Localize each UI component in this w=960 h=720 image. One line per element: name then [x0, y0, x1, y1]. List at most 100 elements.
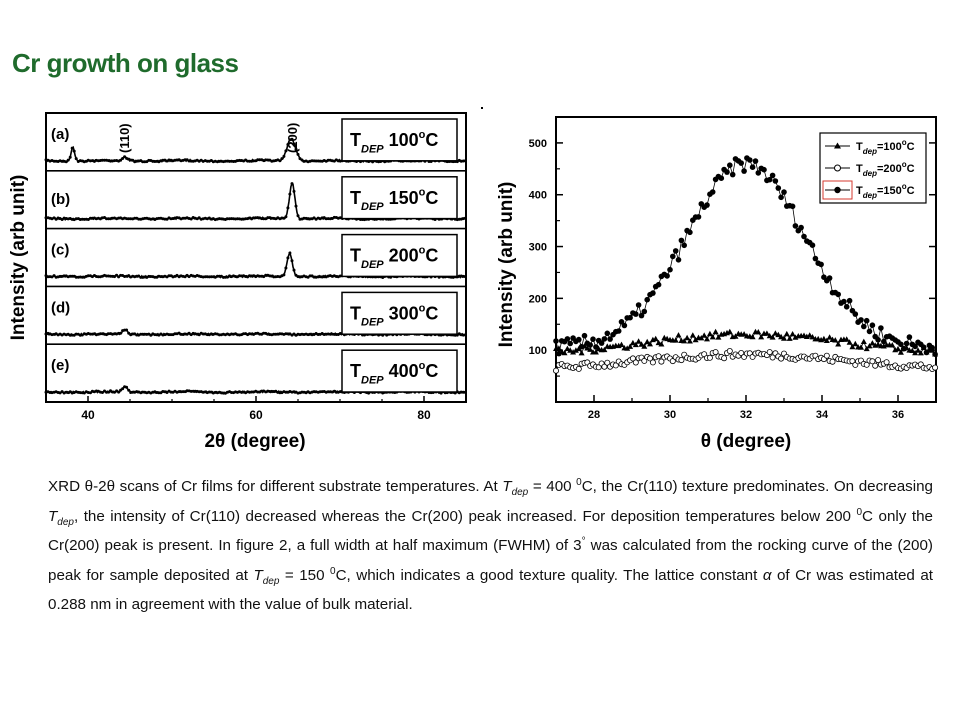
data-point — [875, 357, 882, 364]
data-point — [755, 329, 762, 335]
xrd-point — [463, 333, 467, 337]
xrd-point — [280, 157, 284, 161]
data-point — [706, 354, 713, 361]
xrd-point — [463, 159, 467, 163]
data-point — [727, 162, 733, 168]
data-point — [578, 350, 585, 356]
xrd-point — [284, 266, 288, 270]
data-point — [775, 331, 782, 338]
data-point — [863, 345, 870, 352]
data-point — [752, 158, 759, 164]
xrd-point — [284, 215, 288, 219]
data-point — [846, 297, 853, 304]
data-point — [898, 341, 904, 348]
legend-entry-200: Tdep=200oC — [856, 160, 915, 178]
data-point — [766, 349, 773, 356]
xrd-point — [463, 275, 467, 279]
data-point — [912, 343, 918, 350]
data-point — [647, 355, 654, 362]
data-point — [555, 345, 562, 351]
legend-label-150: TDEP 150oC — [350, 187, 438, 213]
panel-label-100: (a) — [51, 126, 69, 143]
legend-label-100: TDEP 100oC — [350, 129, 438, 155]
data-point — [575, 365, 582, 372]
data-point — [749, 333, 756, 340]
data-point — [587, 346, 594, 352]
data-point — [647, 341, 653, 347]
series-150 — [553, 155, 938, 358]
data-point — [843, 336, 850, 342]
data-point — [664, 273, 670, 279]
xrd-point — [282, 216, 286, 220]
data-point — [781, 335, 787, 341]
data-point — [578, 343, 585, 350]
xrd-point — [115, 273, 119, 277]
data-point — [809, 242, 816, 248]
xrd-point — [62, 274, 66, 278]
left-y-axis-label: Intensity (arb unit) — [8, 175, 29, 341]
data-point — [875, 337, 881, 343]
caption-text-8: C, which indicates a good texture qualit… — [335, 566, 763, 584]
data-point — [709, 189, 716, 195]
legend-box-150 — [341, 176, 458, 220]
data-point — [826, 275, 833, 281]
data-point — [644, 338, 651, 345]
data-point — [598, 340, 605, 346]
xrd-point — [127, 388, 131, 392]
data-point — [858, 317, 864, 323]
data-point — [724, 169, 730, 175]
data-point — [612, 362, 619, 369]
panel-label-400: (e) — [51, 357, 69, 374]
data-point — [895, 345, 901, 352]
data-point — [621, 322, 628, 329]
data-point — [738, 160, 744, 166]
xrd-point — [463, 216, 467, 220]
peak-label-200: (200) — [285, 123, 300, 153]
data-point — [564, 336, 571, 342]
data-point — [852, 311, 859, 317]
data-point — [741, 168, 747, 174]
data-point — [929, 344, 935, 351]
xrd-point — [284, 149, 288, 153]
legend-box-200 — [341, 233, 458, 278]
data-point — [649, 359, 656, 366]
data-point — [741, 331, 748, 337]
legend-marker-150 — [834, 186, 841, 194]
data-point — [869, 322, 876, 329]
data-point — [881, 338, 887, 345]
data-point — [706, 330, 713, 337]
caption-text-7: = 150 — [279, 566, 331, 584]
data-point — [655, 353, 662, 360]
legend-label-400: TDEP 400oC — [350, 360, 438, 386]
caption-tdep-2: Tdep — [48, 507, 74, 528]
right-y-axis-label: Intensity (arb unit) — [496, 182, 517, 348]
xrd-point — [294, 204, 298, 208]
data-point — [607, 336, 613, 342]
xrd-point — [294, 147, 298, 151]
data-point — [781, 189, 787, 195]
data-point — [843, 304, 850, 310]
legend-box-400 — [341, 349, 458, 393]
data-point — [738, 349, 745, 356]
data-point — [556, 350, 562, 357]
xrd-point — [292, 142, 296, 146]
y-tick-label-400: 400 — [529, 190, 547, 202]
y-tick-label-300: 300 — [529, 242, 547, 254]
data-point — [709, 334, 716, 340]
data-point — [772, 178, 779, 184]
xrd-point — [296, 214, 300, 218]
xrd-point — [290, 259, 294, 263]
data-point — [869, 358, 876, 365]
data-point — [641, 343, 648, 349]
xrd-point — [119, 331, 123, 335]
x-tick-label-28: 28 — [588, 409, 600, 421]
data-point — [932, 364, 939, 371]
data-point — [712, 349, 719, 356]
data-point — [849, 343, 856, 350]
caption-degree-1: 0 — [576, 476, 582, 488]
xrd-point — [100, 391, 104, 394]
data-point — [835, 291, 841, 298]
data-point — [678, 357, 685, 364]
data-point — [792, 334, 799, 340]
data-point — [775, 185, 782, 191]
